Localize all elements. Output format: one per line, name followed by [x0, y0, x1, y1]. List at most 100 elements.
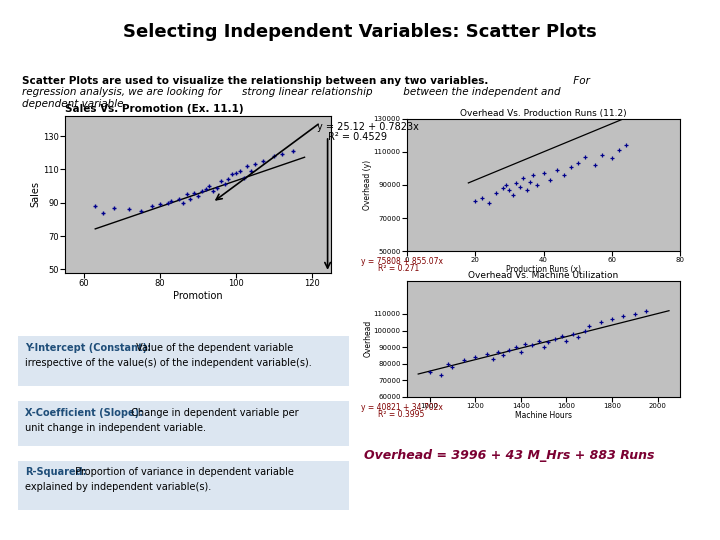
Point [442, 360, 454, 368]
X-axis label: Promotion: Promotion [174, 291, 222, 301]
Point [483, 199, 495, 207]
Text: For: For [570, 76, 590, 86]
Point [510, 179, 522, 187]
Title: Overhead Vs. Machine Utilization: Overhead Vs. Machine Utilization [469, 271, 618, 280]
Point [556, 331, 567, 340]
Point [572, 159, 583, 168]
Text: R² = 0.271: R² = 0.271 [378, 264, 419, 273]
Y-axis label: Overhead (y): Overhead (y) [363, 160, 372, 210]
Point [435, 371, 446, 380]
Point [606, 315, 618, 323]
Text: Selecting Independent Variables: Scatter Plots: Selecting Independent Variables: Scatter… [123, 23, 597, 42]
Point [507, 191, 518, 199]
X-axis label: Production Runs (x): Production Runs (x) [506, 265, 581, 274]
Text: Change in dependent variable per: Change in dependent variable per [128, 408, 299, 418]
Point [207, 187, 219, 195]
Text: Overhead = 3996 + 43 M_Hrs + 883 Runs: Overhead = 3996 + 43 M_Hrs + 883 Runs [364, 449, 654, 462]
Text: between the independent and: between the independent and [400, 87, 560, 98]
Point [238, 173, 249, 182]
Text: irrespective of the value(s) of the independent variable(s).: irrespective of the value(s) of the inde… [25, 358, 312, 368]
Point [174, 195, 185, 204]
Point [520, 340, 531, 348]
Point [200, 185, 212, 194]
Point [524, 177, 536, 186]
Point [497, 351, 508, 360]
Point [204, 182, 215, 191]
Point [514, 183, 526, 191]
Point [595, 318, 606, 327]
Point [572, 333, 583, 341]
Point [542, 338, 554, 347]
Point [510, 343, 522, 352]
Point [583, 321, 595, 330]
Point [481, 349, 492, 358]
Point [234, 167, 246, 176]
Text: R² = 0.3995: R² = 0.3995 [378, 410, 424, 419]
Text: y = 40821 + 34.702x: y = 40821 + 34.702x [361, 403, 444, 412]
Point [517, 174, 528, 183]
Title: Overhead Vs. Production Runs (11.2): Overhead Vs. Production Runs (11.2) [460, 109, 627, 118]
Point [521, 186, 532, 194]
Point [606, 154, 618, 163]
Point [596, 151, 608, 159]
Point [162, 198, 174, 207]
Point [230, 168, 242, 177]
Point [446, 363, 458, 372]
Point [269, 152, 280, 160]
Point [641, 306, 652, 315]
Point [504, 346, 516, 355]
Point [124, 205, 135, 214]
Point [246, 167, 257, 176]
Text: unit change in independent variable.: unit change in independent variable. [25, 423, 206, 433]
Text: dependent variable.: dependent variable. [22, 99, 126, 110]
Point [504, 186, 516, 194]
Point [424, 368, 436, 376]
Point [189, 188, 200, 197]
Point [618, 311, 629, 320]
Point [222, 175, 234, 184]
Point [487, 354, 499, 363]
Point [526, 341, 538, 350]
Point [257, 157, 269, 165]
Point [469, 353, 481, 361]
Text: R-Squared:: R-Squared: [25, 467, 87, 477]
Text: R² = 0.4529: R² = 0.4529 [328, 132, 387, 143]
Point [211, 184, 222, 192]
Text: Scatter Plots are used to visualize the relationship between any two variables.: Scatter Plots are used to visualize the … [22, 76, 488, 86]
Point [531, 180, 543, 189]
Point [561, 336, 572, 345]
Point [184, 195, 196, 204]
Point [109, 204, 120, 212]
Text: Proportion of variance in dependent variable: Proportion of variance in dependent vari… [72, 467, 294, 477]
Y-axis label: Overhead: Overhead [363, 320, 372, 357]
Point [97, 208, 109, 217]
Point [515, 348, 526, 356]
Point [534, 336, 545, 345]
Point [196, 187, 207, 195]
Point [579, 326, 590, 335]
Point [544, 176, 556, 184]
Point [177, 198, 189, 207]
Point [477, 194, 488, 202]
Point [469, 197, 481, 206]
Point [276, 150, 287, 159]
Point [227, 170, 238, 179]
Point [192, 192, 204, 200]
Text: regression analysis, we are looking for: regression analysis, we are looking for [22, 87, 225, 98]
Point [492, 348, 504, 356]
Point [500, 180, 512, 189]
Text: y = 25.12 + 0.7823x: y = 25.12 + 0.7823x [317, 122, 418, 132]
Point [552, 166, 563, 174]
Text: strong linear relationship: strong linear relationship [242, 87, 372, 98]
Point [538, 169, 549, 178]
Point [497, 184, 508, 193]
Point [181, 190, 192, 199]
Point [287, 147, 299, 156]
Text: Value of the dependent variable: Value of the dependent variable [133, 343, 293, 353]
Point [567, 329, 579, 338]
Point [215, 177, 227, 185]
Text: X-Coefficient (Slope):: X-Coefficient (Slope): [25, 408, 143, 418]
Text: y = 75808 + 855.07x: y = 75808 + 855.07x [361, 257, 444, 266]
Point [147, 202, 158, 211]
Point [89, 202, 101, 211]
